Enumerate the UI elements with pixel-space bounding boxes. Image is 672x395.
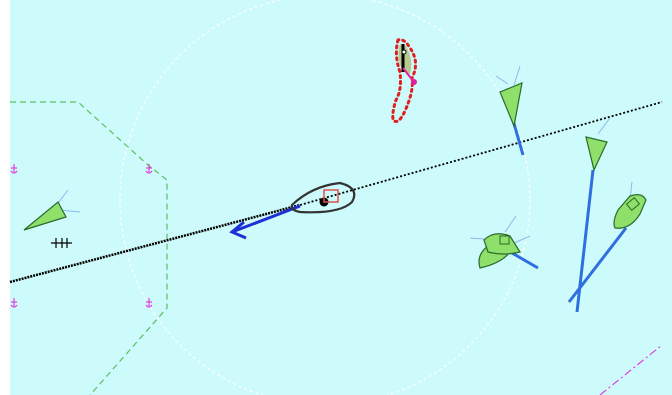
triangle-target-icon[interactable] xyxy=(23,189,81,231)
anchorage-icon xyxy=(10,164,18,174)
planned-route-leg xyxy=(9,203,301,284)
triangle-target-icon[interactable] xyxy=(495,65,525,156)
cursor-marker[interactable] xyxy=(323,189,339,203)
ship-target-icon[interactable] xyxy=(567,181,647,303)
anchorage-icon xyxy=(145,164,153,174)
danger-area-icon[interactable] xyxy=(391,38,417,123)
anchorage-icon xyxy=(10,298,18,308)
own-ship-vector xyxy=(229,204,301,240)
sea-area[interactable] xyxy=(10,0,672,395)
own-ship-hull[interactable] xyxy=(290,181,356,214)
anchorage-icon xyxy=(145,298,153,308)
wreck-icon xyxy=(51,238,72,248)
restricted-zone-boundary xyxy=(10,101,168,395)
ship-target-icon[interactable] xyxy=(469,215,539,270)
range-ring xyxy=(119,0,531,395)
limit-line xyxy=(599,344,663,395)
planned-route-leg xyxy=(299,101,663,206)
